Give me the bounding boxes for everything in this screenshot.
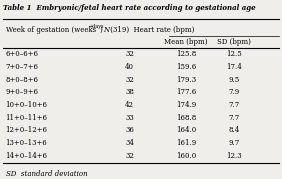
- Text: 36: 36: [125, 126, 134, 134]
- Text: 7.9: 7.9: [228, 88, 240, 96]
- Text: 33: 33: [125, 114, 134, 122]
- Text: 174.9: 174.9: [176, 101, 196, 109]
- Text: 179.3: 179.3: [176, 76, 196, 84]
- Text: 8+0–8+6: 8+0–8+6: [6, 76, 39, 84]
- Text: 7.7: 7.7: [228, 101, 240, 109]
- Text: 32: 32: [125, 152, 134, 160]
- Text: Table 1  Embryonic/fetal heart rate according to gestational age: Table 1 Embryonic/fetal heart rate accor…: [3, 4, 255, 13]
- Text: 6+0–6+6: 6+0–6+6: [6, 50, 39, 58]
- Text: 11+0–11+6: 11+0–11+6: [6, 114, 48, 122]
- Text: +days: +days: [89, 24, 104, 29]
- Text: 32: 32: [125, 76, 134, 84]
- Text: (319)  Heart rate (bpm): (319) Heart rate (bpm): [108, 26, 194, 34]
- Text: 161.9: 161.9: [176, 139, 196, 147]
- Text: 34: 34: [125, 139, 134, 147]
- Text: Mean (bpm): Mean (bpm): [164, 38, 208, 46]
- Text: SD (bpm): SD (bpm): [217, 38, 251, 46]
- Text: 17.4: 17.4: [226, 63, 242, 71]
- Text: 13+0–13+6: 13+0–13+6: [6, 139, 47, 147]
- Text: 12.5: 12.5: [226, 50, 242, 58]
- Text: 42: 42: [125, 101, 134, 109]
- Text: ): ): [100, 26, 105, 34]
- Text: N: N: [103, 26, 109, 34]
- Text: 10+0–10+6: 10+0–10+6: [6, 101, 48, 109]
- Text: 160.0: 160.0: [176, 152, 196, 160]
- Text: 7+0–7+6: 7+0–7+6: [6, 63, 39, 71]
- Text: 12+0–12+6: 12+0–12+6: [6, 126, 48, 134]
- Text: 8.4: 8.4: [228, 126, 240, 134]
- Text: 9+0–9+6: 9+0–9+6: [6, 88, 39, 96]
- Text: Week of gestation (weeks: Week of gestation (weeks: [6, 26, 96, 34]
- Text: 9.5: 9.5: [228, 76, 240, 84]
- Text: 164.0: 164.0: [176, 126, 196, 134]
- Text: 9.7: 9.7: [228, 139, 240, 147]
- Text: SD  standard deviation: SD standard deviation: [6, 170, 87, 178]
- Text: 12.3: 12.3: [226, 152, 242, 160]
- Text: 40: 40: [125, 63, 134, 71]
- Text: 168.8: 168.8: [176, 114, 196, 122]
- Text: 32: 32: [125, 50, 134, 58]
- Text: 38: 38: [125, 88, 134, 96]
- Text: 7.7: 7.7: [228, 114, 240, 122]
- Text: 125.8: 125.8: [176, 50, 196, 58]
- Text: 14+0–14+6: 14+0–14+6: [6, 152, 48, 160]
- Text: 177.6: 177.6: [176, 88, 196, 96]
- Text: 159.6: 159.6: [176, 63, 196, 71]
